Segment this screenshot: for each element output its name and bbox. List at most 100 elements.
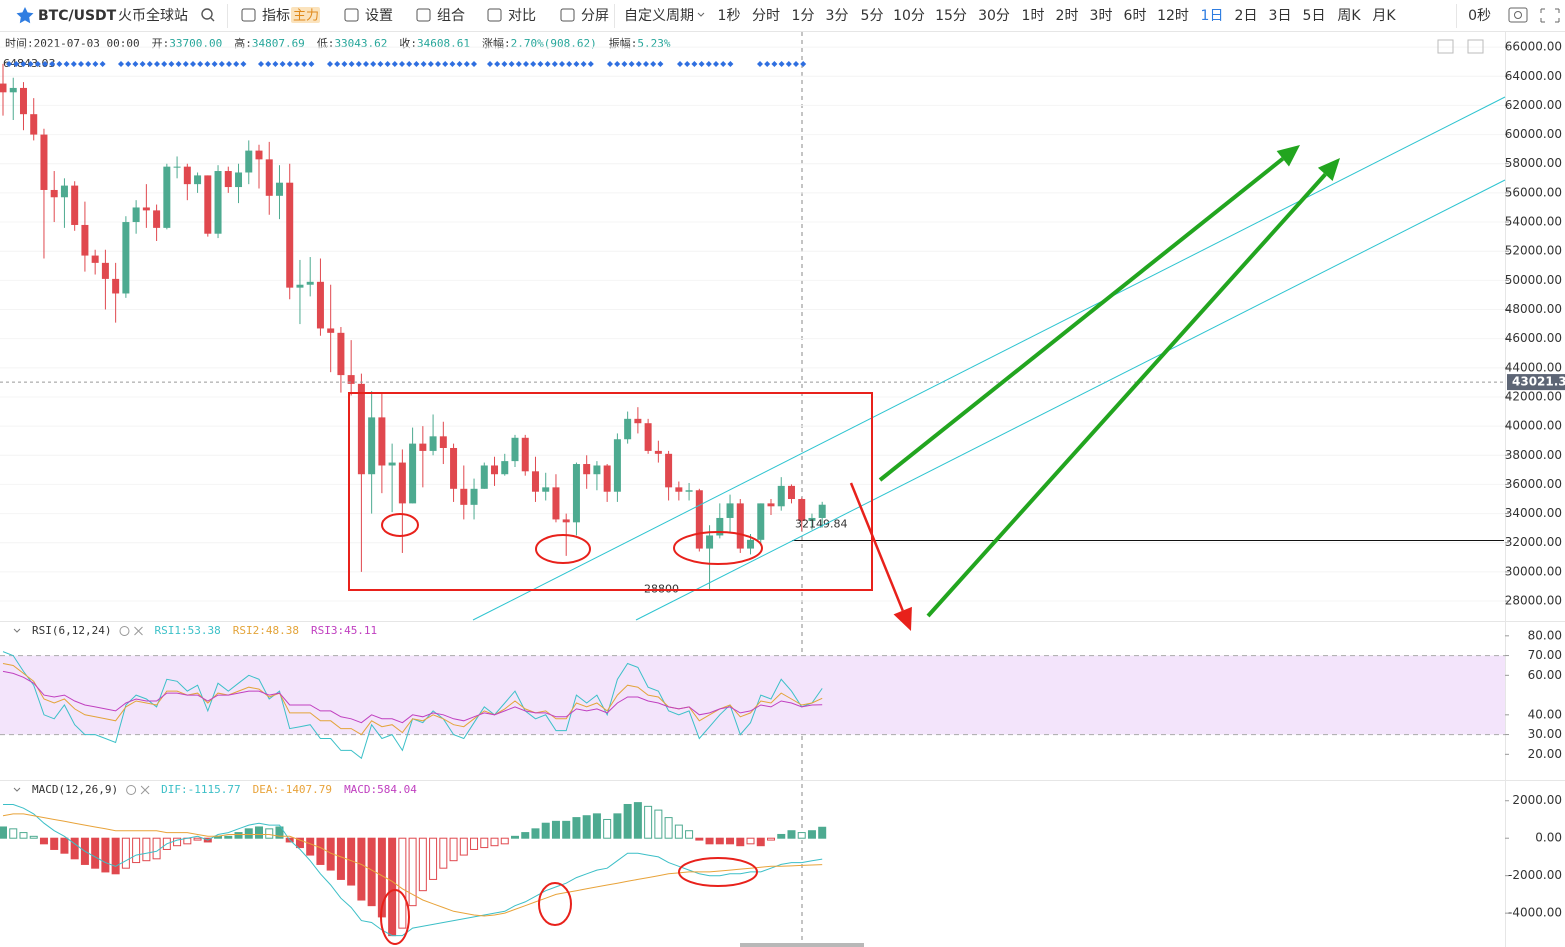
macd-bar: [398, 837, 407, 929]
legend-entry: RSI2:48.38: [233, 624, 299, 637]
period-button[interactable]: 月K: [1372, 8, 1396, 24]
y-tick-label: 42000.00: [1505, 389, 1562, 403]
signal-marker: [471, 61, 477, 67]
signal-marker: [233, 61, 240, 67]
candle-body: [572, 464, 580, 523]
period-button[interactable]: 2日: [1235, 8, 1258, 24]
period-button[interactable]: 周K: [1337, 8, 1361, 24]
period-button[interactable]: 15分: [935, 8, 967, 24]
period-button[interactable]: 1日: [1201, 8, 1224, 24]
macd-bar: [111, 837, 120, 875]
signal-marker: [211, 61, 218, 67]
last-price-label: 43021.39: [1512, 375, 1565, 389]
signal-marker: [226, 61, 232, 67]
arrow-head: [1317, 158, 1340, 181]
settings-icon[interactable]: [126, 785, 137, 795]
candle-body: [542, 487, 550, 492]
signal-marker: [785, 61, 792, 67]
macd-bar: [265, 828, 274, 839]
candle-body: [132, 207, 140, 223]
period-button[interactable]: 5分: [861, 8, 884, 24]
period-button[interactable]: 10分: [893, 8, 925, 24]
macd-bar: [500, 837, 509, 845]
candle-body: [224, 171, 232, 188]
period-button[interactable]: 3时: [1090, 8, 1113, 24]
tool-button[interactable]: 设置: [365, 8, 393, 24]
period-button[interactable]: 12时: [1157, 8, 1189, 24]
y-tick-label: 60.00: [1528, 668, 1562, 682]
macd-bar: [736, 837, 745, 847]
macd-bar: [572, 817, 581, 839]
signal-marker: [363, 61, 369, 67]
candle-body: [439, 436, 447, 448]
signal-marker: [348, 61, 355, 67]
candle-body: [552, 487, 560, 520]
period-button[interactable]: 1时: [1022, 8, 1045, 24]
y-tick-label: 60000.00: [1505, 127, 1562, 141]
rsi-line: [2, 670, 823, 724]
y-tick-label: 48000.00: [1505, 302, 1562, 316]
macd-bar: [562, 820, 571, 839]
y-tick-label: 36000.00: [1505, 477, 1562, 491]
symbol[interactable]: BTC/USDT: [38, 8, 117, 24]
period-button[interactable]: 1分: [792, 8, 815, 24]
candle-body: [275, 182, 283, 196]
signal-marker: [580, 61, 587, 67]
signal-marker: [355, 61, 362, 67]
signal-marker: [118, 61, 124, 67]
signal-marker: [334, 61, 341, 67]
arrow-head: [893, 606, 912, 631]
toolbar: BTC/USDT 火币全球站: [16, 4, 1560, 28]
signal-marker: [272, 61, 279, 67]
signal-marker: [537, 61, 544, 67]
camera-icon[interactable]: [1508, 7, 1528, 23]
period-button[interactable]: 5日: [1303, 8, 1326, 24]
signal-marker: [551, 61, 558, 67]
signal-marker: [494, 61, 501, 67]
candle-body: [798, 499, 806, 521]
search-icon[interactable]: [201, 8, 213, 20]
macd-bar: [418, 837, 427, 892]
signal-marker: [34, 61, 41, 67]
tool-button[interactable]: 分屏: [581, 8, 609, 24]
candle-body: [388, 462, 396, 466]
macd-bar: [664, 817, 673, 839]
highlight-ellipse: [538, 882, 572, 926]
close-icon[interactable]: [134, 626, 143, 636]
candle-body: [613, 439, 621, 492]
signal-marker: [139, 61, 146, 67]
panel-tool[interactable]: [1437, 39, 1454, 54]
tool-button[interactable]: 指标: [262, 8, 290, 24]
macd-bar: [50, 837, 59, 850]
badge: 主力: [293, 9, 319, 24]
macd-bar: [29, 835, 38, 839]
period-button[interactable]: 6时: [1124, 8, 1147, 24]
highlight-ellipse: [535, 534, 591, 564]
y-tick-label: 70.00: [1528, 648, 1562, 662]
fullscreen-icon[interactable]: [1540, 8, 1560, 23]
panel-tool[interactable]: [1467, 39, 1484, 54]
y-tick-label: 64000.00: [1505, 69, 1562, 83]
period-button[interactable]: 30分: [978, 8, 1010, 24]
period-button[interactable]: 3分: [826, 8, 849, 24]
signal-marker: [399, 61, 405, 67]
period-button[interactable]: 3日: [1269, 8, 1292, 24]
signal-marker: [279, 61, 286, 67]
signal-marker: [456, 61, 463, 67]
candle-body: [60, 185, 68, 198]
settings-icon[interactable]: [119, 626, 130, 636]
period-button[interactable]: 2时: [1056, 8, 1079, 24]
candle-body: [593, 465, 601, 475]
candle-body: [40, 134, 48, 190]
close-icon[interactable]: [140, 785, 150, 795]
tool-button[interactable]: 对比: [508, 8, 536, 24]
star-icon[interactable]: [16, 7, 34, 24]
period-button[interactable]: 1秒: [718, 8, 741, 24]
candle-body: [675, 487, 683, 492]
candle-body: [460, 488, 468, 505]
macd-bar: [777, 833, 786, 839]
period-button[interactable]: 分时: [752, 8, 780, 24]
tool-button[interactable]: 组合: [437, 8, 465, 24]
custom-period[interactable]: 自定义周期: [624, 8, 694, 24]
